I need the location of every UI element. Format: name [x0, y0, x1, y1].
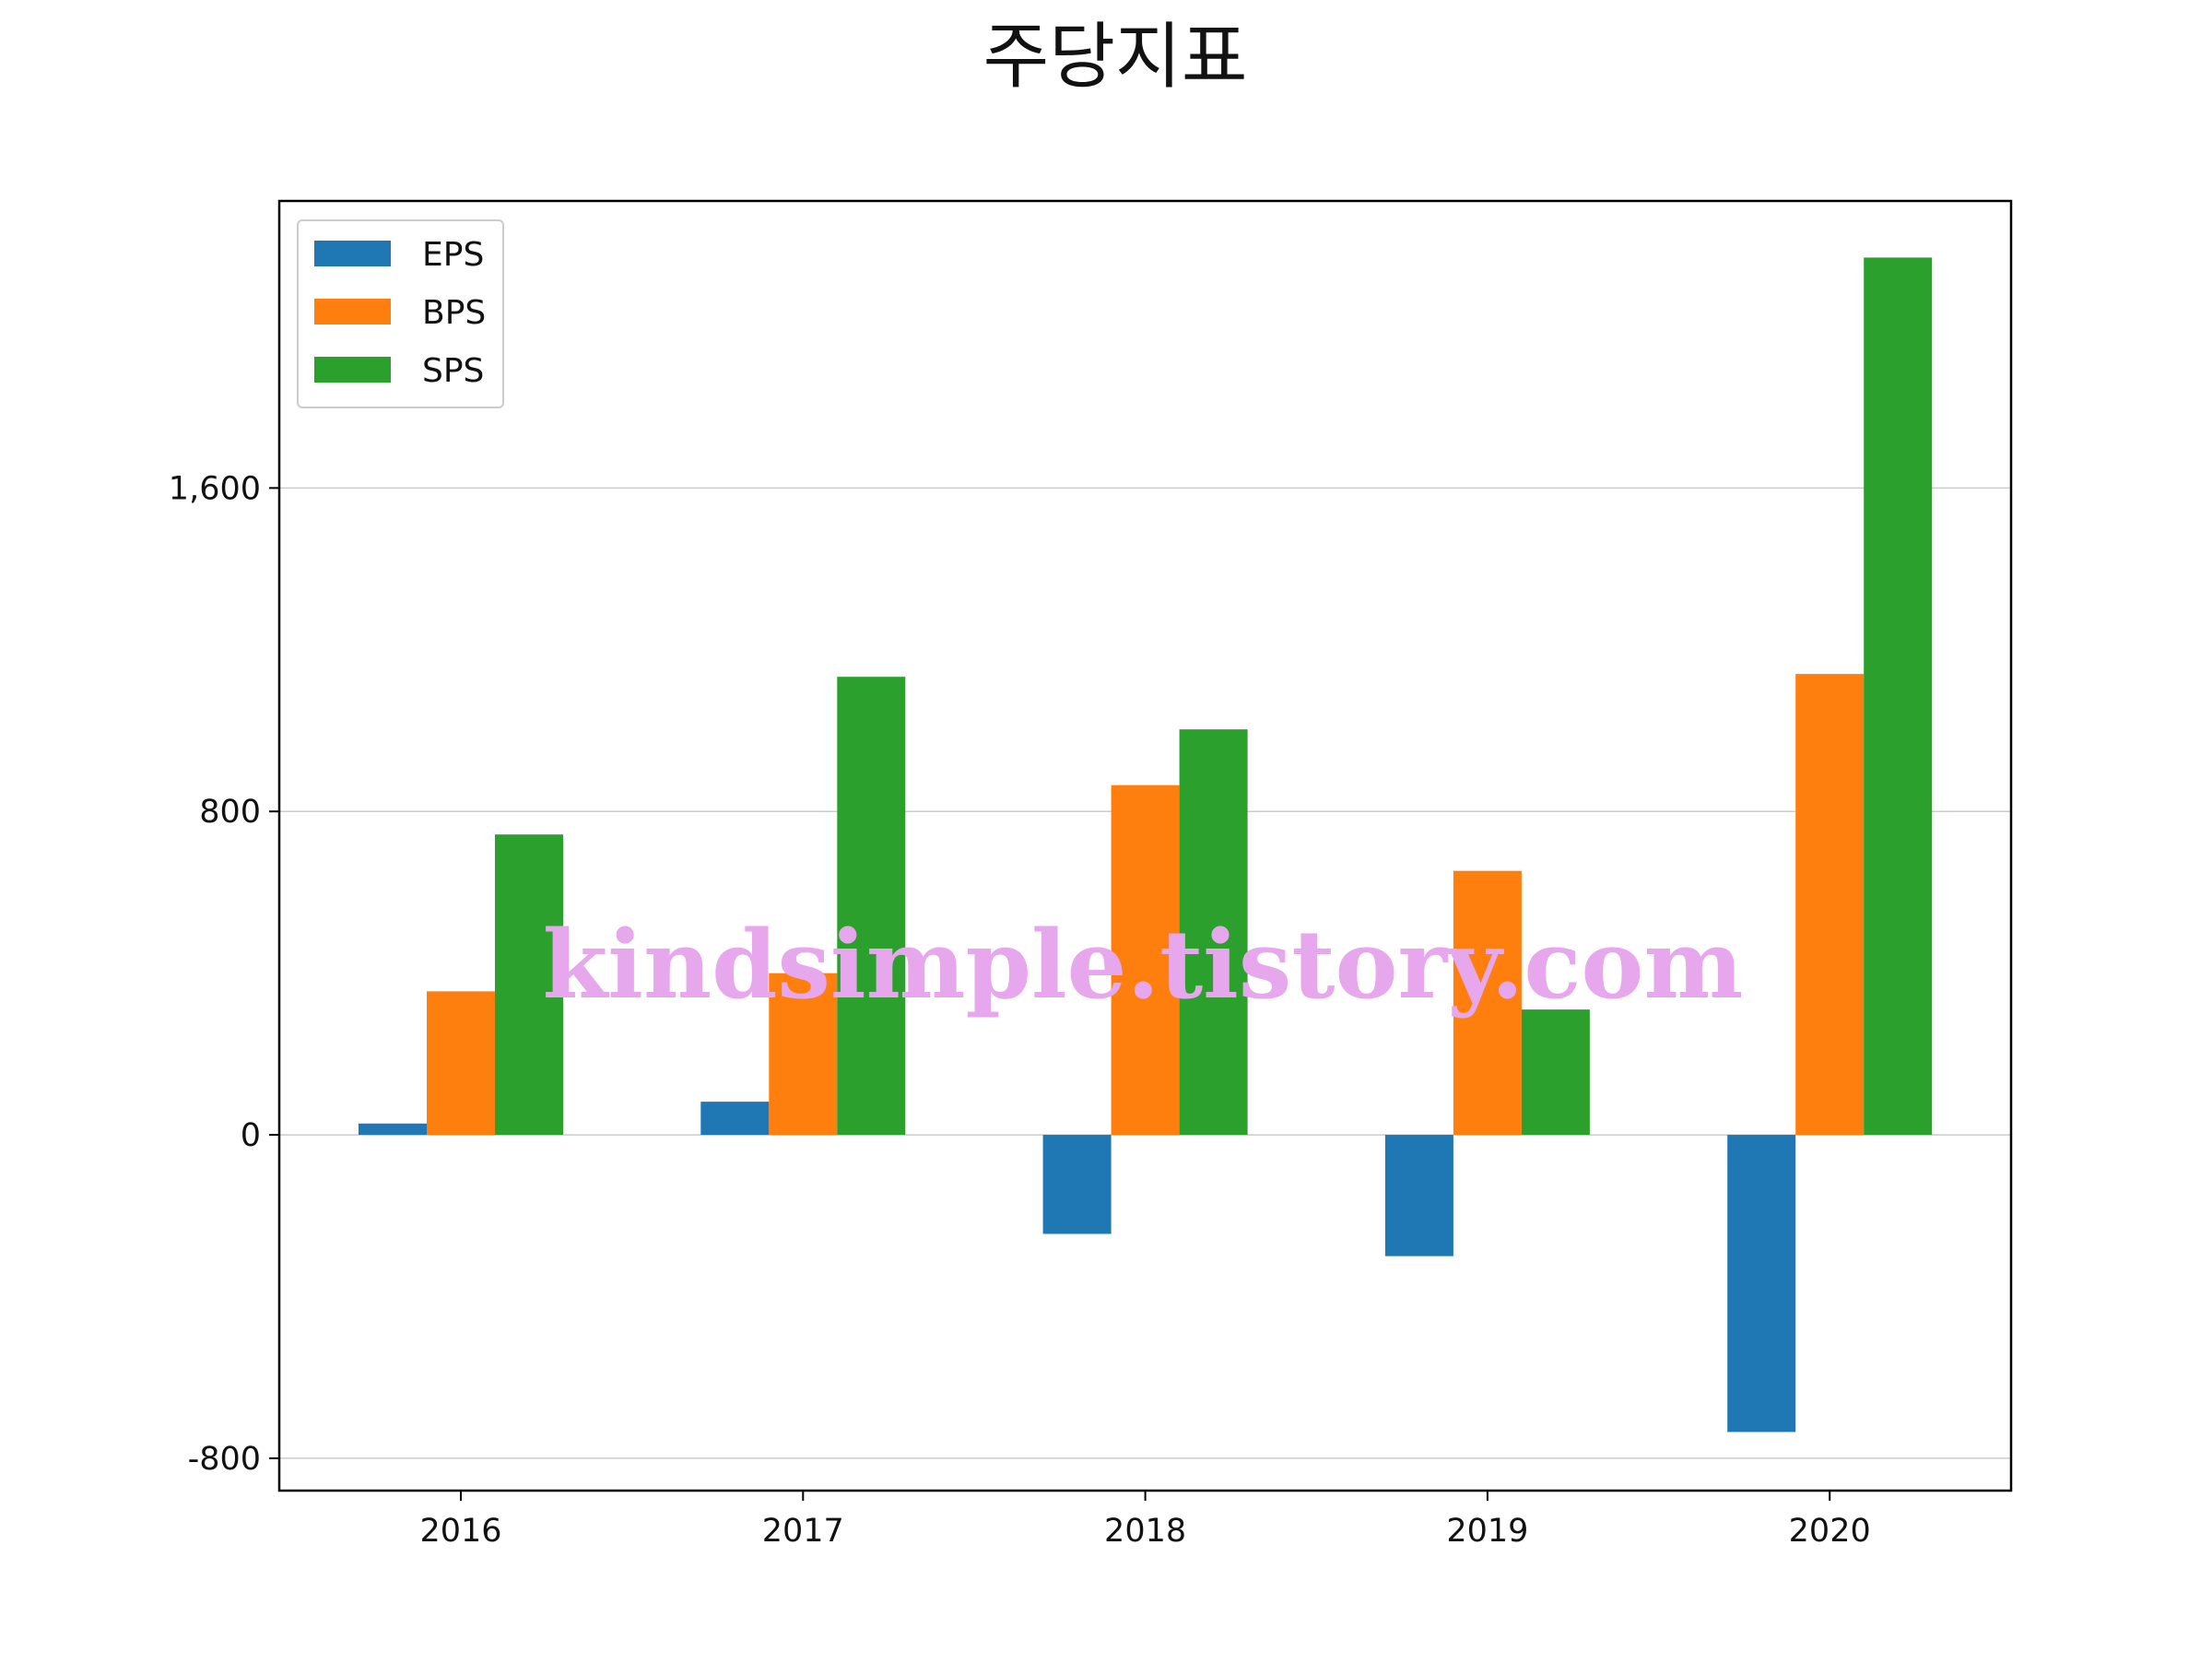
y-tick-label: 800: [199, 794, 261, 831]
bar-bps-2018: [1111, 784, 1180, 1136]
x-tick-label: 2019: [1446, 1513, 1528, 1550]
bar-eps-2016: [359, 1123, 427, 1136]
bar-sps-2019: [1521, 1009, 1590, 1136]
bar-bps-2019: [1453, 870, 1522, 1136]
bar-bps-2017: [769, 973, 838, 1136]
x-tick-label: 2017: [762, 1513, 844, 1550]
legend-label-sps: SPS: [422, 352, 484, 390]
bar-sps-2020: [1864, 257, 1933, 1136]
legend: EPS BPS SPS: [297, 219, 504, 408]
legend-label-bps: BPS: [422, 294, 486, 332]
bar-sps-2018: [1179, 729, 1248, 1136]
bar-eps-2017: [700, 1102, 770, 1136]
bar-eps-2019: [1384, 1135, 1453, 1256]
bar-bps-2016: [427, 991, 495, 1136]
axes: -800 0 800 1,600 2016 2017 2018 2019 2020: [169, 199, 2013, 1550]
x-tick-label: 2020: [1789, 1513, 1871, 1550]
bar-bps-2020: [1795, 674, 1865, 1136]
bar-sps-2017: [837, 677, 906, 1136]
x-tick-label: 2018: [1104, 1513, 1186, 1550]
bars: [359, 257, 1933, 1433]
legend-swatch-bps: [314, 299, 391, 324]
watermark: kindsimple.tistory.com: [543, 910, 1744, 1020]
legend-label-eps: EPS: [422, 236, 484, 274]
legend-swatch-sps: [314, 357, 391, 383]
y-tick-label: 1,600: [169, 470, 261, 507]
legend-swatch-eps: [314, 241, 391, 266]
bar-eps-2018: [1042, 1135, 1112, 1234]
chart-title: 주당지표: [982, 16, 1247, 99]
y-tick-label: -800: [188, 1441, 261, 1478]
bar-eps-2020: [1727, 1135, 1796, 1433]
y-tick-label: 0: [241, 1117, 261, 1154]
x-tick-label: 2016: [419, 1513, 501, 1550]
bar-sps-2016: [495, 834, 563, 1136]
